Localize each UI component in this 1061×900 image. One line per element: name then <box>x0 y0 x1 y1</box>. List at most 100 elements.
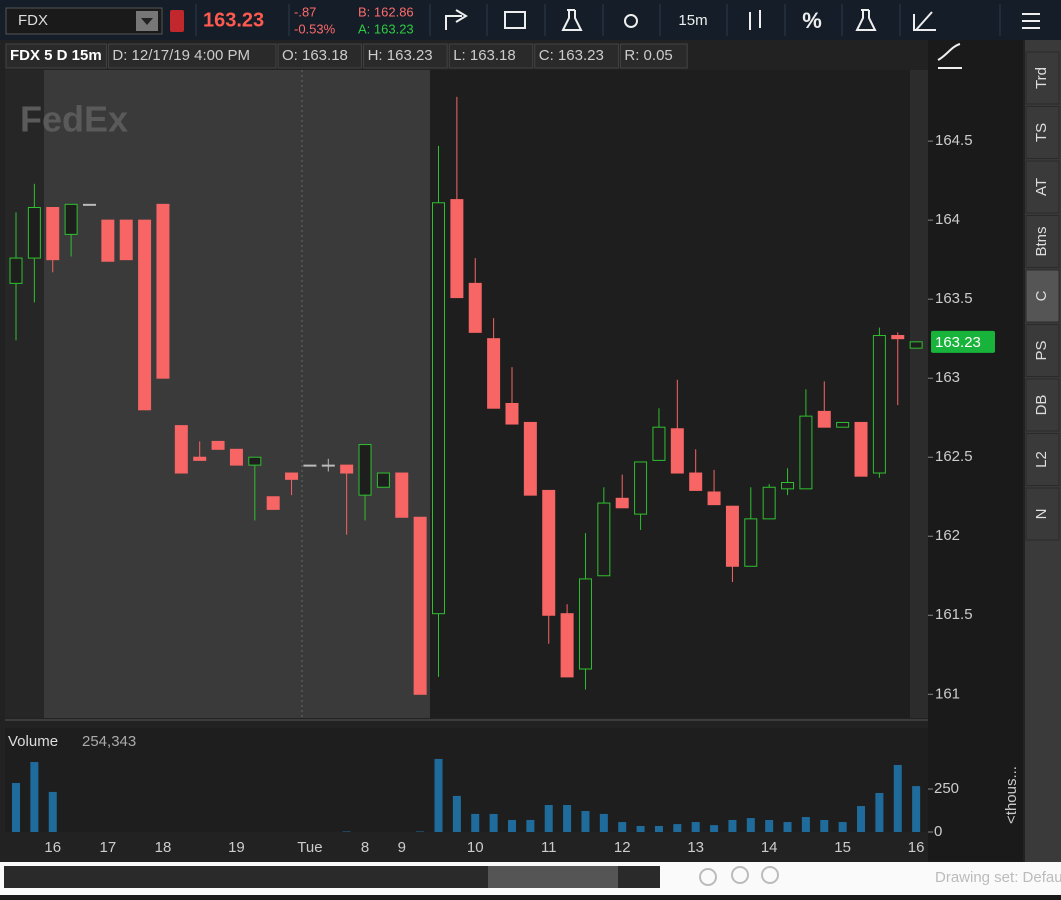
candle-body <box>138 219 152 411</box>
candle-body <box>358 444 372 496</box>
volume-bar <box>618 822 627 832</box>
side-tab-label: DB <box>1033 395 1050 416</box>
candle-body <box>652 426 666 461</box>
volume-header <box>5 728 928 755</box>
x-tick-label: 18 <box>155 839 172 856</box>
x-tick-label: 13 <box>687 839 704 856</box>
volume-bar <box>526 819 535 832</box>
x-tick-label: 19 <box>228 839 245 856</box>
candle-body <box>523 421 537 496</box>
candle-body <box>395 472 409 518</box>
side-tab[interactable] <box>1025 160 1060 214</box>
candle-body <box>211 440 225 450</box>
side-tab[interactable] <box>1025 106 1060 159</box>
candle-body <box>744 518 758 567</box>
volume-bar <box>544 805 553 832</box>
candle-body <box>578 578 592 670</box>
candle-body <box>836 421 850 428</box>
candle-body <box>174 425 188 474</box>
post-session <box>910 70 928 718</box>
side-tabs: Trd TS AT Btns C PS DB L2 N <box>1025 51 1060 541</box>
x-tick-label: 11 <box>541 839 557 856</box>
candle-body <box>670 428 684 474</box>
candle-body <box>615 497 629 509</box>
dropdown-arrow <box>141 18 153 25</box>
zoom-icons[interactable] <box>699 866 779 886</box>
volume-bar <box>893 764 902 832</box>
volume-bar <box>820 819 829 832</box>
header-cell <box>619 43 688 69</box>
price-axis <box>928 40 1023 862</box>
pre-session <box>5 70 44 718</box>
axis-tool[interactable] <box>937 43 962 69</box>
candle-body <box>781 482 795 490</box>
candle-body <box>634 461 648 515</box>
side-tab[interactable] <box>1025 324 1060 377</box>
candle-body <box>432 202 446 615</box>
side-tab[interactable] <box>1025 378 1060 432</box>
volume-bar <box>838 822 847 832</box>
symbol: FDX <box>18 12 48 29</box>
header-text: R: 0.05 <box>624 47 672 64</box>
header-text: C: 163.23 <box>539 47 604 64</box>
x-tick-label: 10 <box>467 839 484 856</box>
volume-bar <box>875 792 884 832</box>
volume-bar <box>452 795 461 832</box>
header-cell <box>107 43 277 69</box>
header-cell <box>448 43 534 69</box>
candle-body <box>689 472 703 491</box>
volume-bar <box>342 831 351 832</box>
regular-session <box>430 70 910 718</box>
candle-body <box>725 505 739 567</box>
toolbar-separators <box>195 4 1001 36</box>
extended-session <box>44 70 430 718</box>
bid: B: 162.86 <box>358 4 414 19</box>
candle-body <box>597 502 611 577</box>
side-tab-label: PS <box>1033 340 1050 360</box>
scroll-thumb[interactable] <box>488 866 618 888</box>
volume-bar <box>728 819 737 832</box>
y-tick-label: 164 <box>935 211 960 228</box>
candle-body <box>799 415 813 490</box>
side-tab[interactable] <box>1025 487 1060 541</box>
ask: A: 163.23 <box>358 21 414 36</box>
volume-bar <box>783 822 792 832</box>
header-text: O: 163.18 <box>282 47 348 64</box>
x-tick-label: 12 <box>614 839 631 856</box>
side-tab[interactable] <box>1025 269 1060 323</box>
candle-body <box>560 613 574 678</box>
candle-body <box>303 464 317 467</box>
header-cell <box>5 43 107 69</box>
last-price-label: 163.23 <box>935 334 981 351</box>
percent-icon[interactable]: % <box>802 8 822 33</box>
side-tab[interactable] <box>1025 433 1060 486</box>
interval[interactable]: 15m <box>678 12 707 29</box>
toolbar-icons[interactable] <box>445 9 1040 31</box>
volume-bar <box>636 825 645 832</box>
candle-body <box>321 464 335 467</box>
x-tick-label: 9 <box>398 839 406 856</box>
y-tick-label: 161.5 <box>935 606 973 623</box>
chart-header: FDX 5 D 15m D: 12/17/19 4:00 PM O: 163.18 H… <box>5 43 688 69</box>
volume-bar <box>746 818 755 832</box>
change: -.87 <box>294 4 316 19</box>
header-text: L: 163.18 <box>453 47 516 64</box>
candle-body <box>542 489 556 616</box>
candle-body <box>101 219 115 262</box>
side-tab-label: TS <box>1033 123 1050 142</box>
y-tick-label: 163 <box>935 369 960 386</box>
drawing-set[interactable]: Drawing set: Default <box>935 869 1061 886</box>
x-tick-label: 14 <box>761 839 778 856</box>
alert-badge[interactable] <box>170 10 184 32</box>
side-tab-label: N <box>1033 509 1050 520</box>
candle-body <box>119 219 133 261</box>
candle-body <box>468 282 482 333</box>
side-tab[interactable] <box>1025 215 1060 268</box>
candle-body <box>487 338 501 409</box>
change-pct: -0.53% <box>294 21 336 36</box>
side-tab[interactable] <box>1025 51 1060 105</box>
side-tab-label: L2 <box>1033 451 1050 468</box>
volume-bar <box>416 831 425 832</box>
